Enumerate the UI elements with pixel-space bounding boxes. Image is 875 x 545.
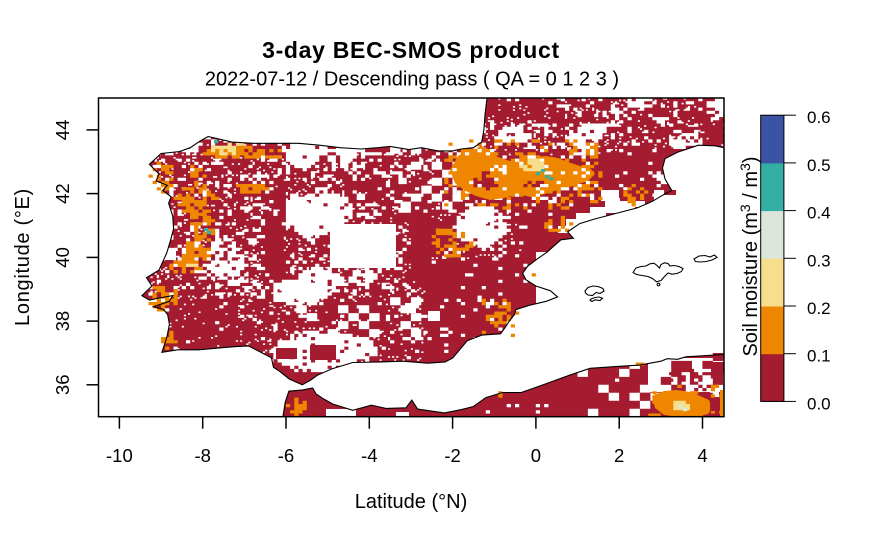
svg-text:0.5: 0.5	[807, 156, 831, 175]
svg-text:42: 42	[52, 183, 73, 204]
svg-text:2: 2	[614, 445, 624, 466]
svg-text:-4: -4	[361, 445, 377, 466]
svg-text:Latitude (°N): Latitude (°N)	[355, 491, 468, 513]
svg-text:3-day BEC-SMOS product: 3-day BEC-SMOS product	[262, 37, 560, 63]
svg-text:4: 4	[697, 445, 707, 466]
svg-text:-2: -2	[444, 445, 460, 466]
svg-text:0.0: 0.0	[807, 394, 831, 413]
svg-text:40: 40	[52, 247, 73, 268]
svg-text:-6: -6	[278, 445, 294, 466]
svg-text:0: 0	[531, 445, 541, 466]
svg-text:2022-07-12 / Descending pass (: 2022-07-12 / Descending pass ( QA = 0 1 …	[205, 69, 619, 91]
svg-text:44: 44	[52, 120, 73, 141]
svg-text:Soil moisture (m3 / m3): Soil moisture (m3 / m3)	[737, 156, 762, 356]
svg-text:0.2: 0.2	[807, 299, 831, 318]
svg-text:0.6: 0.6	[807, 108, 831, 127]
svg-text:38: 38	[52, 311, 73, 332]
svg-text:36: 36	[52, 375, 73, 396]
svg-text:0.3: 0.3	[807, 251, 831, 270]
svg-text:-10: -10	[106, 445, 133, 466]
svg-text:-8: -8	[194, 445, 210, 466]
svg-text:Longitude (°E): Longitude (°E)	[12, 188, 34, 326]
svg-text:0.4: 0.4	[807, 204, 831, 223]
svg-text:0.1: 0.1	[807, 347, 831, 366]
